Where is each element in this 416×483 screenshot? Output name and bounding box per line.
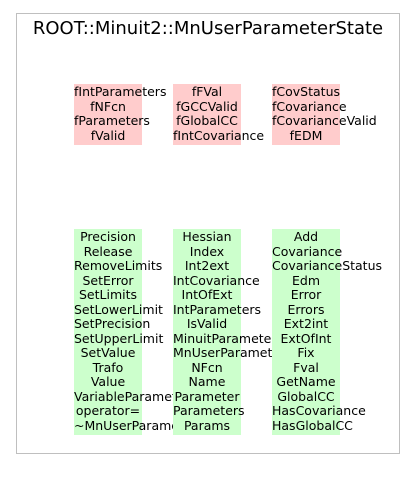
- method-label: Add: [293, 229, 319, 244]
- method-label: IntParameters: [173, 301, 262, 317]
- method-label: Hessian: [182, 229, 232, 244]
- method-label: MinuitParameters: [173, 330, 284, 346]
- method-label: GetName: [276, 374, 336, 389]
- method-label: SetError: [82, 272, 134, 288]
- member-label: fValid: [90, 127, 126, 143]
- method-block-1: Precision Release RemoveLimits SetError SetL…: [74, 229, 230, 435]
- member-label: fCovStatus: [272, 84, 341, 99]
- member-label: fNFcn: [90, 98, 126, 114]
- method-label: VariableParameters: [74, 388, 197, 404]
- method-block-2: Hessian Index Int2ext IntCovariance IntOfExt…: [173, 229, 318, 435]
- method-label: operator=: [75, 403, 141, 418]
- method-label: ExtOfInt: [280, 330, 332, 346]
- method-label: Precision: [80, 229, 136, 244]
- method-label: Value: [90, 374, 126, 389]
- member-label: fGCCValid: [176, 98, 238, 114]
- method-label: Index: [189, 243, 225, 259]
- method-label: Errors: [287, 301, 325, 317]
- method-label: Trafo: [92, 359, 124, 375]
- method-label: HasGlobalCC: [272, 417, 353, 433]
- member-block-3: fCovStatus fCovariance fCovarianceValid fED…: [272, 84, 377, 145]
- member-block-1: fIntParameters fNFcn fParameters fValid: [74, 84, 167, 145]
- method-label: IntCovariance: [173, 272, 260, 288]
- method-label: SetLimits: [78, 287, 138, 302]
- method-block-3: Add Covariance CovarianceStatus Edm Error Err…: [272, 229, 383, 435]
- member-label: fGlobalCC: [176, 113, 238, 128]
- method-label: IntOfExt: [181, 287, 233, 302]
- method-label: Covariance: [272, 243, 343, 259]
- method-label: IsValid: [186, 316, 228, 331]
- method-label: SetLowerLimit: [74, 301, 163, 317]
- method-label: Error: [290, 287, 322, 302]
- member-label: fIntParameters: [74, 84, 167, 99]
- method-label: HasCovariance: [272, 403, 366, 418]
- member-label: fEDM: [289, 127, 323, 143]
- method-label: Ext2int: [283, 316, 329, 331]
- member-block-2: fFVal fGCCValid fGlobalCC fIntCovariance: [173, 84, 265, 145]
- method-label: Parameter: [174, 388, 240, 404]
- method-label: Params: [183, 417, 231, 433]
- member-label: fIntCovariance: [173, 127, 265, 143]
- method-label: NFcn: [191, 359, 223, 375]
- method-label: GlobalCC: [277, 388, 335, 404]
- member-label: fCovarianceValid: [272, 113, 377, 128]
- method-label: SetPrecision: [74, 316, 151, 331]
- method-label: ~MnUserParameterState: [74, 418, 230, 434]
- method-label: Name: [188, 374, 226, 389]
- method-label: Int2ext: [184, 258, 230, 273]
- member-label: fFVal: [191, 84, 223, 99]
- method-label: MnUserParameterState: [173, 345, 318, 361]
- member-label: fParameters: [74, 113, 150, 128]
- method-label: Fval: [293, 359, 319, 375]
- member-label: fCovariance: [272, 98, 347, 114]
- diagram-title: ROOT::Minuit2::MnUserParameterState: [32, 18, 384, 39]
- method-label: SetUpperLimit: [74, 330, 164, 346]
- method-label: Edm: [291, 272, 320, 288]
- method-label: CovarianceStatus: [272, 258, 383, 273]
- method-label: SetValue: [80, 345, 136, 360]
- method-label: Parameters: [173, 403, 245, 418]
- method-label: RemoveLimits: [74, 258, 163, 273]
- method-label: Release: [83, 243, 133, 259]
- method-label: Fix: [297, 345, 315, 360]
